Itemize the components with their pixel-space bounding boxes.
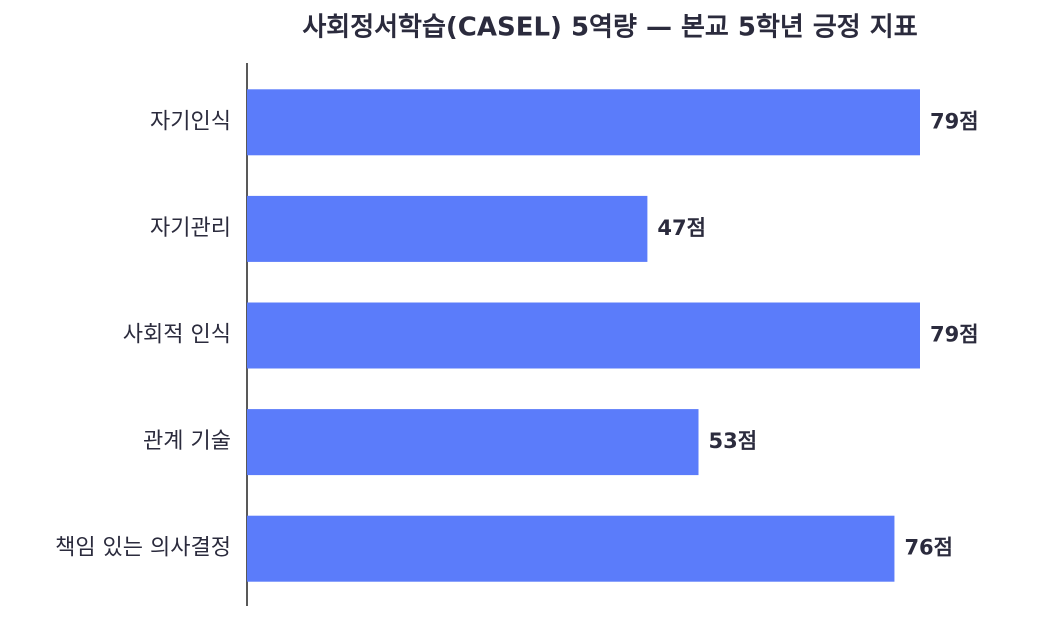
value-label: 47점 — [657, 216, 706, 240]
bar — [247, 195, 648, 262]
value-label: 79점 — [930, 109, 979, 133]
y-tick-label: 사회적 인식 — [123, 323, 231, 348]
y-tick-label: 관계 기술 — [143, 429, 231, 454]
chart-title: 사회정서학습(CASEL) 5역량 — 본교 5학년 긍정 지표 — [302, 13, 917, 43]
bar — [247, 515, 895, 582]
value-label: 76점 — [904, 536, 953, 560]
bar — [247, 89, 920, 156]
value-label: 79점 — [930, 323, 979, 347]
value-label: 53점 — [709, 429, 758, 453]
bar — [247, 409, 699, 476]
y-tick-label: 자기관리 — [150, 216, 231, 241]
y-tick-label: 자기인식 — [150, 109, 231, 134]
bar — [247, 302, 920, 369]
y-tick-label: 책임 있는 의사결정 — [55, 536, 231, 561]
